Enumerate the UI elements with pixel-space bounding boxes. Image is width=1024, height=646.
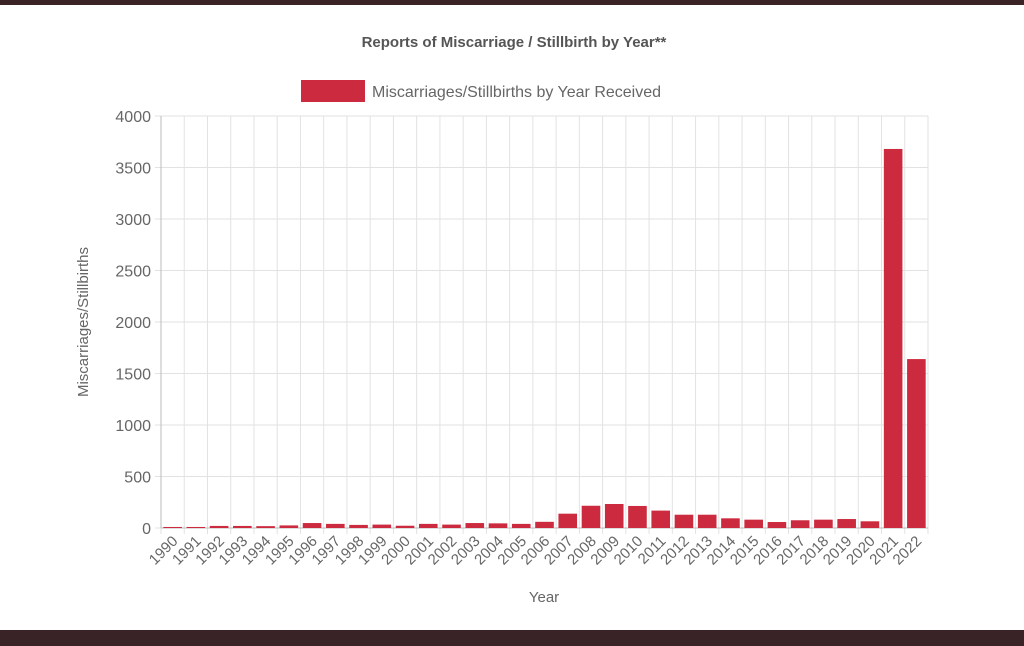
- bar-1995[interactable]: [279, 525, 299, 528]
- bar-2007[interactable]: [558, 513, 578, 528]
- bottom-border: [0, 630, 1024, 646]
- bar-2014[interactable]: [721, 518, 740, 528]
- y-tick-label: 3000: [115, 212, 151, 229]
- bar-2010[interactable]: [628, 505, 647, 528]
- bar-2019[interactable]: [837, 519, 856, 528]
- chart-title: Reports of Miscarriage / Stillbirth by Y…: [362, 34, 667, 51]
- bar-1993[interactable]: [233, 525, 252, 528]
- y-axis-label: Miscarriages/Stillbirths: [75, 247, 92, 397]
- bar-2020[interactable]: [860, 521, 880, 528]
- bar-2005[interactable]: [511, 523, 531, 528]
- bar-1994[interactable]: [256, 526, 275, 528]
- bar-2006[interactable]: [535, 521, 554, 528]
- bar-2015[interactable]: [744, 519, 763, 528]
- y-tick-label: 1000: [115, 418, 151, 435]
- legend-label[interactable]: Miscarriages/Stillbirths by Year Receive…: [372, 84, 661, 101]
- bar-2001[interactable]: [418, 523, 438, 528]
- bar-1998[interactable]: [349, 524, 368, 528]
- bar-2000[interactable]: [395, 525, 415, 528]
- bar-1991[interactable]: [186, 526, 206, 528]
- bar-1999[interactable]: [372, 524, 392, 528]
- y-tick-label: 2000: [115, 315, 151, 332]
- bar-2016[interactable]: [767, 522, 787, 528]
- y-tick-label: 3500: [115, 161, 151, 178]
- bar-1997[interactable]: [326, 523, 345, 528]
- bar-2004[interactable]: [488, 523, 508, 528]
- bar-1996[interactable]: [302, 523, 322, 528]
- y-tick-label: 0: [142, 521, 151, 538]
- bar-2021[interactable]: [883, 148, 903, 528]
- bar-2009[interactable]: [604, 504, 624, 528]
- top-border: [0, 0, 1024, 5]
- bar-2002[interactable]: [442, 524, 461, 528]
- bar-1992[interactable]: [209, 525, 229, 528]
- bar-2011[interactable]: [651, 510, 671, 528]
- y-tick-label: 500: [124, 470, 151, 487]
- legend-swatch[interactable]: [301, 80, 365, 102]
- y-tick-label: 2500: [115, 264, 151, 281]
- bar-2012[interactable]: [674, 514, 694, 528]
- bar-2022[interactable]: [907, 359, 926, 528]
- bar-2018[interactable]: [814, 519, 833, 528]
- y-tick-label: 4000: [115, 109, 151, 126]
- y-tick-label: 1500: [115, 367, 151, 384]
- bar-2017[interactable]: [790, 520, 810, 528]
- bar-2003[interactable]: [465, 523, 485, 528]
- bar-2013[interactable]: [697, 514, 717, 528]
- x-axis-label: Year: [529, 589, 559, 606]
- bar-1990[interactable]: [163, 526, 182, 528]
- bar-2008[interactable]: [581, 505, 601, 528]
